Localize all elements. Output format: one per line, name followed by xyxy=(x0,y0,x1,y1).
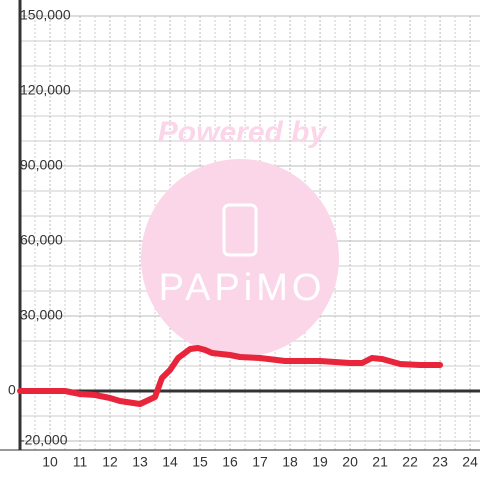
x-tick-label: 12 xyxy=(102,454,118,470)
x-tick-label: 13 xyxy=(132,454,148,470)
x-tick-label: 11 xyxy=(73,454,88,470)
watermark-title: Powered by xyxy=(158,116,328,149)
x-tick-label: 15 xyxy=(192,454,208,470)
x-tick-label: 18 xyxy=(282,454,298,470)
y-tick-label: -20,000 xyxy=(20,432,68,448)
y-tick-label: 0 xyxy=(8,382,16,398)
x-tick-label: 21 xyxy=(372,454,388,470)
x-tick-label: 20 xyxy=(342,454,358,470)
x-tick-label: 16 xyxy=(222,454,238,470)
x-tick-label: 17 xyxy=(252,454,268,470)
line-series xyxy=(17,345,444,407)
x-tick-label: 19 xyxy=(312,454,328,470)
x-tick-label: 10 xyxy=(42,454,58,470)
y-tick-label: 120,000 xyxy=(20,82,71,98)
y-tick-label: 30,000 xyxy=(20,307,63,323)
y-tick-label: 60,000 xyxy=(20,232,63,248)
watermark-circle xyxy=(141,159,339,357)
y-tick-label: 90,000 xyxy=(20,157,63,173)
watermark-brand: PAPiMO xyxy=(159,267,326,309)
x-tick-label: 24 xyxy=(462,454,478,470)
x-tick-label: 14 xyxy=(162,454,178,470)
watermark: Powered by PAPiMO xyxy=(141,116,339,357)
x-tick-label: 23 xyxy=(432,454,448,470)
x-tick-label: 22 xyxy=(402,454,418,470)
y-tick-label: 150,000 xyxy=(20,7,71,23)
watermark-phone xyxy=(222,203,258,257)
